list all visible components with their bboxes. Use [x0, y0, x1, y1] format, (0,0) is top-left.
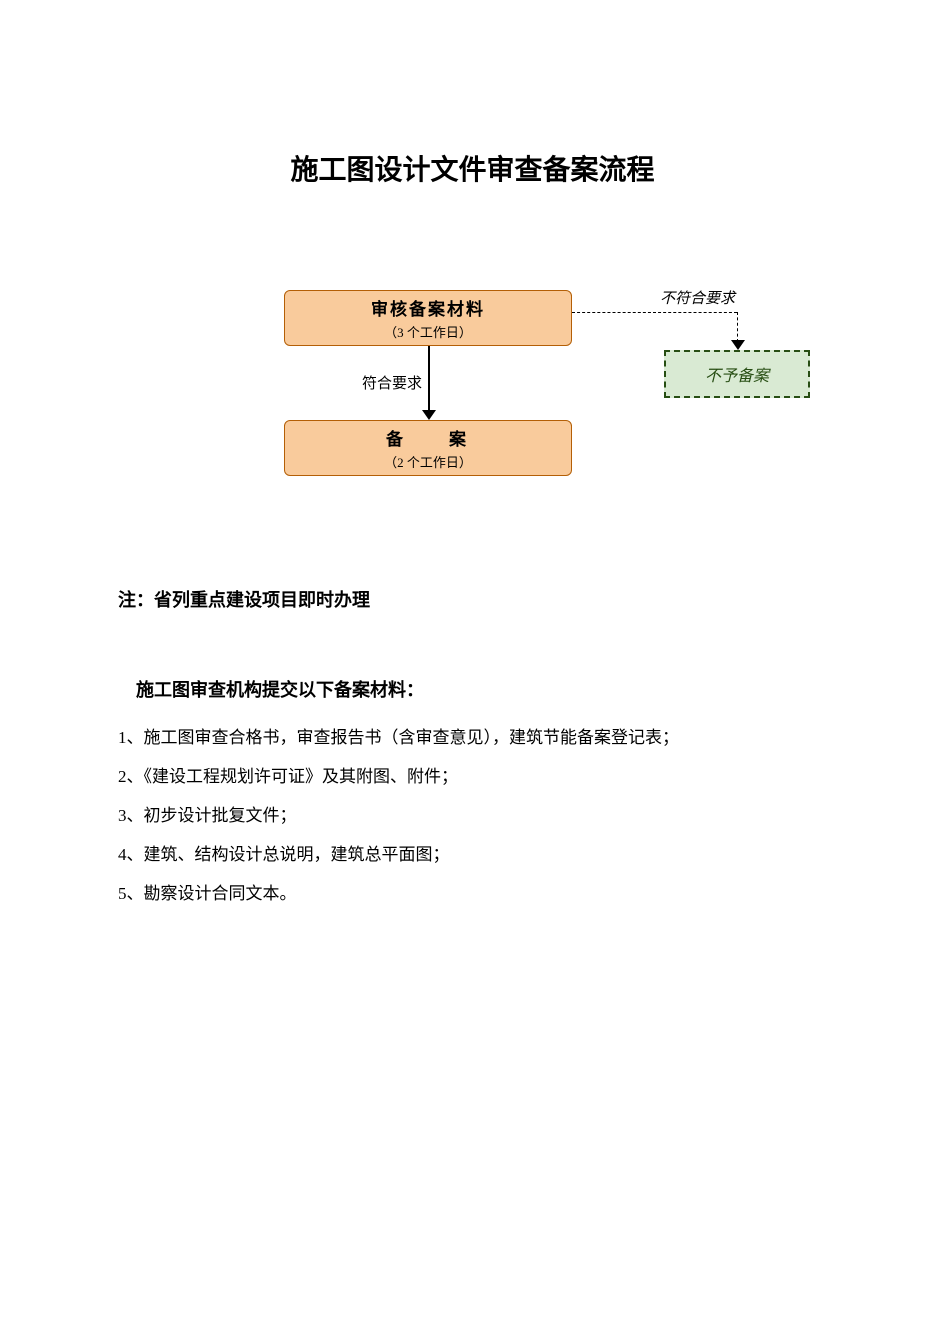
edge-right-v	[737, 312, 738, 342]
list-item: 1、施工图审查合格书，审查报告书（含审查意见），建筑节能备案登记表；	[118, 718, 827, 757]
page-title: 施工图设计文件审查备案流程	[0, 148, 945, 188]
list-item: 2、《建设工程规划许可证》及其附图、附件；	[118, 757, 827, 796]
edge-down-label: 符合要求	[362, 372, 422, 393]
list-item: 3、初步设计批复文件；	[118, 796, 827, 835]
edge-right-arrowhead	[731, 340, 745, 350]
list-item: 5、勘察设计合同文本。	[118, 874, 827, 913]
materials-list: 1、施工图审查合格书，审查报告书（含审查意见），建筑节能备案登记表； 2、《建设…	[118, 718, 827, 913]
node-reject-title: 不予备案	[705, 362, 769, 386]
edge-right-label: 不符合要求	[660, 287, 735, 308]
list-item: 4、建筑、结构设计总说明，建筑总平面图；	[118, 835, 827, 874]
node-record: 备 案 （2 个工作日）	[284, 420, 572, 476]
node-review-title: 审核备案材料	[371, 295, 485, 320]
node-reject: 不予备案	[664, 350, 810, 398]
node-record-subtitle: （2 个工作日）	[384, 452, 472, 471]
node-review-subtitle: （3 个工作日）	[384, 322, 472, 341]
node-review: 审核备案材料 （3 个工作日）	[284, 290, 572, 346]
note: 注：省列重点建设项目即时办理	[118, 586, 827, 612]
edge-down-line	[428, 346, 430, 412]
edge-down-arrowhead	[422, 410, 436, 420]
edge-right-h	[572, 312, 737, 313]
node-record-title: 备 案	[386, 425, 470, 450]
materials-heading: 施工图审查机构提交以下备案材料：	[118, 676, 827, 702]
flowchart: 审核备案材料 （3 个工作日） 备 案 （2 个工作日） 不予备案 符合要求 不…	[0, 290, 945, 490]
